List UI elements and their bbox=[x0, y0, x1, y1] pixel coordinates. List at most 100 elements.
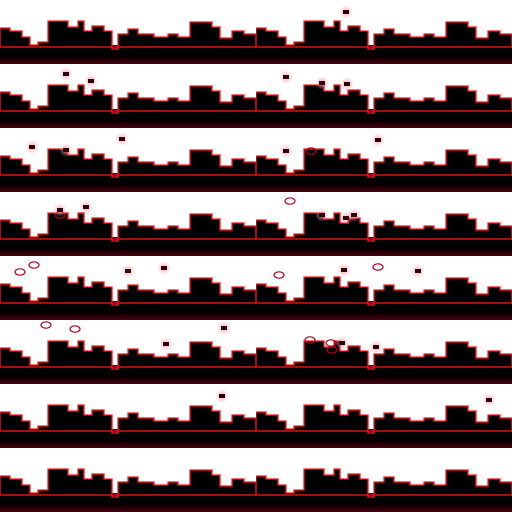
frame-14 bbox=[256, 384, 512, 448]
ground bbox=[256, 429, 512, 448]
frame-8-canvas bbox=[256, 197, 512, 256]
shockwave bbox=[40, 321, 52, 329]
bomb bbox=[319, 81, 325, 85]
skyline bbox=[0, 20, 256, 50]
skyline bbox=[256, 20, 512, 50]
skyline bbox=[256, 84, 512, 114]
bomb bbox=[29, 145, 35, 149]
skyline bbox=[0, 340, 256, 370]
shockwave bbox=[14, 268, 26, 276]
ground bbox=[0, 429, 256, 448]
ground bbox=[256, 365, 512, 384]
shockwave bbox=[326, 346, 338, 354]
bomb bbox=[63, 148, 69, 152]
frame-4 bbox=[256, 64, 512, 128]
bomb bbox=[373, 345, 379, 349]
bomb bbox=[319, 213, 325, 217]
bomb bbox=[375, 138, 381, 142]
bomb bbox=[351, 213, 357, 217]
ground bbox=[256, 109, 512, 128]
skyline bbox=[256, 276, 512, 306]
ground bbox=[0, 109, 256, 128]
frame-1 bbox=[0, 0, 256, 64]
frame-3-canvas bbox=[0, 67, 256, 128]
frame-9 bbox=[0, 256, 256, 320]
frame-3 bbox=[0, 64, 256, 128]
skyline bbox=[256, 148, 512, 178]
shockwave bbox=[69, 325, 81, 333]
ground bbox=[256, 45, 512, 64]
shockwave bbox=[304, 336, 316, 344]
frame-13 bbox=[0, 384, 256, 448]
skyline bbox=[0, 84, 256, 114]
frame-8 bbox=[256, 192, 512, 256]
skyline bbox=[0, 276, 256, 306]
bomb bbox=[57, 208, 63, 212]
frame-13-canvas bbox=[0, 389, 256, 448]
bomb bbox=[343, 216, 349, 220]
bomb bbox=[219, 394, 225, 398]
frame-2 bbox=[256, 0, 512, 64]
bomb bbox=[415, 269, 421, 273]
frame-15 bbox=[0, 448, 256, 512]
ground bbox=[256, 237, 512, 256]
frame-4-canvas bbox=[256, 70, 512, 128]
bomb bbox=[83, 205, 89, 209]
ground bbox=[0, 493, 256, 512]
bomb bbox=[163, 342, 169, 346]
bomb bbox=[283, 149, 289, 153]
ground bbox=[0, 301, 256, 320]
frame-10 bbox=[256, 256, 512, 320]
bomb bbox=[63, 72, 69, 76]
bomb bbox=[283, 75, 289, 79]
ground bbox=[256, 493, 512, 512]
frame-16-canvas bbox=[256, 468, 512, 512]
skyline bbox=[0, 212, 256, 242]
bomb bbox=[119, 137, 125, 141]
frame-6-canvas bbox=[256, 133, 512, 192]
frame-12 bbox=[256, 320, 512, 384]
frame-5 bbox=[0, 128, 256, 192]
bomb bbox=[343, 10, 349, 14]
frame-12-canvas bbox=[256, 336, 512, 384]
frame-9-canvas bbox=[0, 261, 256, 320]
skyline bbox=[0, 148, 256, 178]
shockwave bbox=[284, 197, 296, 205]
skyline bbox=[256, 468, 512, 498]
skyline bbox=[0, 404, 256, 434]
ground bbox=[0, 173, 256, 192]
bomb bbox=[125, 269, 131, 273]
shockwave bbox=[273, 271, 285, 279]
shockwave bbox=[372, 263, 384, 271]
ground bbox=[0, 365, 256, 384]
bomb bbox=[341, 268, 347, 272]
ground bbox=[0, 45, 256, 64]
frame-7 bbox=[0, 192, 256, 256]
shockwave bbox=[305, 147, 317, 155]
frame-11-canvas bbox=[0, 321, 256, 384]
frame-15-canvas bbox=[0, 468, 256, 512]
bomb bbox=[161, 266, 167, 270]
frame-10-canvas bbox=[256, 263, 512, 320]
skyline bbox=[256, 404, 512, 434]
skyline bbox=[0, 468, 256, 498]
bomb bbox=[221, 326, 227, 330]
skyline bbox=[256, 340, 512, 370]
shockwave bbox=[28, 261, 40, 269]
frame-6 bbox=[256, 128, 512, 192]
ground bbox=[0, 237, 256, 256]
frame-14-canvas bbox=[256, 393, 512, 448]
ground bbox=[256, 173, 512, 192]
frame-1-canvas bbox=[0, 20, 256, 64]
skyline bbox=[256, 212, 512, 242]
bomb bbox=[344, 82, 350, 86]
frame-16 bbox=[256, 448, 512, 512]
ground bbox=[256, 301, 512, 320]
frame-5-canvas bbox=[0, 132, 256, 192]
frame-11 bbox=[0, 320, 256, 384]
frame-7-canvas bbox=[0, 200, 256, 256]
bomb bbox=[88, 79, 94, 83]
bomb bbox=[339, 341, 345, 345]
bomb bbox=[486, 398, 492, 402]
